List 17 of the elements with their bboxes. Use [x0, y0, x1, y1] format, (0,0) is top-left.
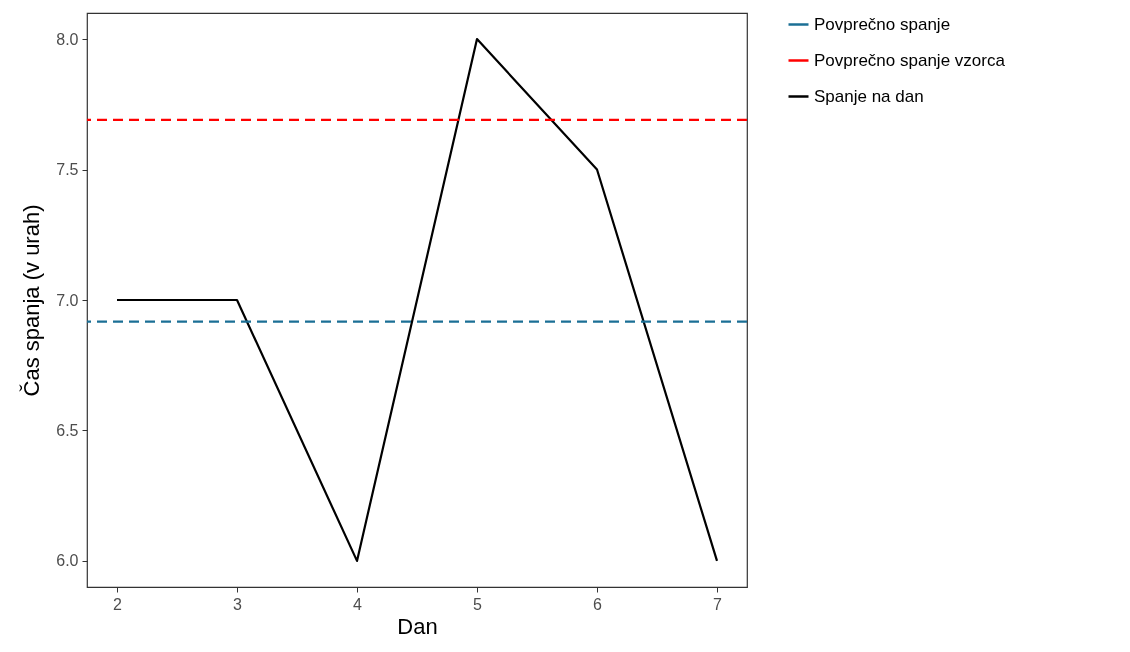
y-tick-label: 7.0 — [56, 291, 79, 309]
x-axis-title: Dan — [397, 613, 438, 639]
y-tick-label: 7.5 — [56, 161, 79, 179]
x-tick-label: 5 — [473, 595, 483, 613]
y-tick-label: 6.5 — [56, 421, 79, 439]
x-tick-label: 7 — [713, 595, 723, 613]
y-tick-label: 6.0 — [56, 552, 79, 570]
x-tick-label: 3 — [233, 595, 243, 613]
x-tick-label: 6 — [593, 595, 603, 613]
legend-label: Povprečno spanje — [814, 14, 951, 34]
y-tick-label: 8.0 — [56, 30, 79, 48]
legend-label: Povprečno spanje vzorca — [814, 50, 1006, 70]
x-tick-label: 2 — [113, 595, 123, 613]
line-series — [115, 37, 719, 563]
x-tick-label: 4 — [353, 595, 363, 613]
legend-label: Spanje na dan — [814, 86, 924, 106]
y-axis-title: Čas spanja (v urah) — [19, 204, 45, 397]
